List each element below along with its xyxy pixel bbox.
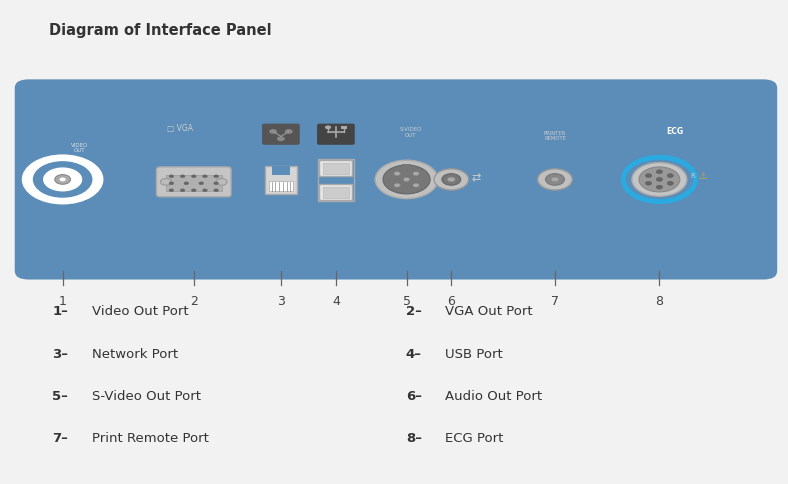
- Circle shape: [277, 136, 284, 141]
- Text: Audio Out Port: Audio Out Port: [445, 390, 542, 403]
- Circle shape: [434, 169, 469, 190]
- Circle shape: [214, 182, 218, 185]
- Circle shape: [551, 177, 559, 182]
- Circle shape: [623, 157, 696, 201]
- Text: ECG: ECG: [667, 127, 684, 136]
- Circle shape: [169, 182, 173, 185]
- Circle shape: [191, 189, 196, 192]
- Text: 8: 8: [656, 295, 663, 308]
- Text: ⇄: ⇄: [472, 173, 481, 183]
- Text: 4: 4: [332, 295, 340, 308]
- Circle shape: [645, 174, 652, 178]
- Circle shape: [199, 182, 203, 185]
- FancyBboxPatch shape: [15, 79, 777, 280]
- Text: ECG Port: ECG Port: [445, 432, 504, 445]
- Bar: [322, 187, 349, 198]
- Bar: [166, 175, 221, 192]
- Circle shape: [180, 175, 185, 178]
- Circle shape: [43, 167, 82, 192]
- Circle shape: [442, 174, 461, 185]
- Circle shape: [284, 129, 292, 134]
- Circle shape: [269, 129, 277, 134]
- Circle shape: [394, 183, 400, 187]
- Text: Network Port: Network Port: [91, 348, 178, 361]
- Circle shape: [545, 174, 564, 185]
- Text: 2: 2: [190, 295, 198, 308]
- Circle shape: [60, 178, 65, 182]
- Bar: [273, 166, 289, 175]
- Text: 2–: 2–: [406, 305, 422, 318]
- Text: USB Port: USB Port: [445, 348, 503, 361]
- Text: 6–: 6–: [406, 390, 422, 403]
- Text: S-Video Out Port: S-Video Out Port: [91, 390, 201, 403]
- FancyBboxPatch shape: [262, 123, 299, 145]
- Circle shape: [169, 175, 173, 178]
- Circle shape: [22, 154, 103, 204]
- Circle shape: [180, 189, 185, 192]
- Circle shape: [656, 178, 663, 182]
- Circle shape: [448, 177, 455, 182]
- Circle shape: [656, 170, 663, 174]
- Circle shape: [667, 174, 674, 178]
- Circle shape: [161, 179, 171, 185]
- Circle shape: [375, 160, 438, 199]
- Text: Print Remote Port: Print Remote Port: [91, 432, 209, 445]
- Text: VIDEO
OUT: VIDEO OUT: [71, 143, 88, 153]
- Text: 3: 3: [277, 295, 285, 308]
- Bar: [319, 160, 352, 176]
- Circle shape: [214, 175, 218, 178]
- Circle shape: [216, 179, 227, 185]
- Text: VGA Out Port: VGA Out Port: [445, 305, 533, 318]
- FancyBboxPatch shape: [157, 167, 231, 197]
- Circle shape: [394, 172, 400, 176]
- Circle shape: [413, 183, 419, 187]
- Circle shape: [55, 175, 70, 184]
- Text: 1: 1: [58, 295, 66, 308]
- Circle shape: [203, 189, 207, 192]
- Text: 4–: 4–: [406, 348, 422, 361]
- Text: □ VGA: □ VGA: [166, 124, 192, 134]
- Circle shape: [645, 182, 652, 185]
- Text: 3–: 3–: [53, 348, 69, 361]
- Bar: [269, 181, 292, 192]
- Bar: [340, 126, 347, 129]
- Text: PRINTER
REMOTE: PRINTER REMOTE: [544, 131, 566, 141]
- Circle shape: [184, 182, 188, 185]
- Circle shape: [656, 185, 663, 189]
- Text: ⚠: ⚠: [698, 170, 707, 181]
- Bar: [319, 184, 352, 200]
- Text: 5: 5: [403, 295, 411, 308]
- Circle shape: [203, 175, 207, 178]
- Circle shape: [537, 169, 572, 190]
- Circle shape: [632, 163, 687, 197]
- Circle shape: [191, 175, 196, 178]
- Circle shape: [403, 178, 410, 182]
- Circle shape: [325, 125, 331, 129]
- Text: 8–: 8–: [406, 432, 422, 445]
- Bar: [266, 166, 296, 195]
- Circle shape: [33, 161, 92, 198]
- Text: Video Out Port: Video Out Port: [91, 305, 188, 318]
- Circle shape: [214, 189, 218, 192]
- Bar: [402, 164, 411, 168]
- Circle shape: [169, 189, 173, 192]
- Circle shape: [413, 172, 419, 176]
- Circle shape: [667, 182, 674, 185]
- Circle shape: [383, 165, 430, 194]
- Text: 6: 6: [448, 295, 455, 308]
- FancyBboxPatch shape: [317, 123, 355, 145]
- Text: 7–: 7–: [53, 432, 69, 445]
- Circle shape: [639, 167, 680, 192]
- Text: R: R: [690, 173, 695, 179]
- Bar: [322, 163, 349, 174]
- Text: 7: 7: [551, 295, 559, 308]
- Bar: [318, 159, 354, 200]
- Text: 1–: 1–: [53, 305, 69, 318]
- Text: 5–: 5–: [53, 390, 69, 403]
- Text: S-VIDEO
OUT: S-VIDEO OUT: [400, 127, 422, 138]
- Text: Diagram of Interface Panel: Diagram of Interface Panel: [49, 23, 271, 38]
